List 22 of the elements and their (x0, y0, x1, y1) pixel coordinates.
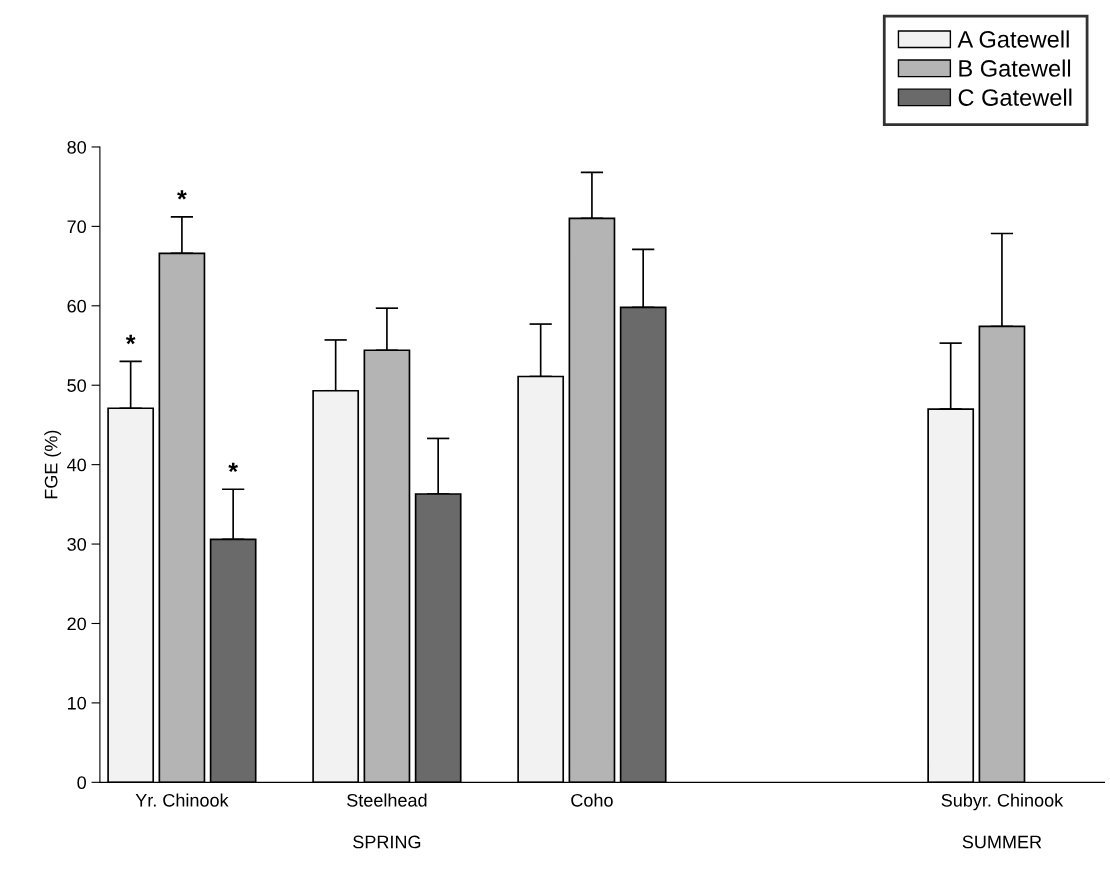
legend-label: B Gatewell (959, 59, 1071, 77)
data-label: * (177, 190, 187, 200)
text: SPRING (353, 835, 421, 849)
x-tick-label: Steelhead (347, 793, 427, 807)
y-tick-label: 0 (77, 776, 86, 790)
y-tick-label: 10 (68, 696, 86, 710)
legend-label: A Gatewell (957, 30, 1069, 48)
y-axis-title: FGE (%) (44, 430, 62, 499)
x-tick-label: Coho (571, 793, 613, 807)
text: SUMMER (962, 835, 1042, 849)
y-tick-label: 80 (67, 140, 86, 154)
y-tick-label: 60 (67, 299, 86, 313)
data-label: * (125, 334, 136, 345)
legend-label: C Gatewell (958, 88, 1072, 106)
y-tick-label: 30 (67, 537, 86, 551)
y-tick-label: 40 (67, 458, 86, 472)
y-tick-label: 70 (67, 220, 86, 234)
data-label: * (228, 462, 238, 473)
x-tick-label: Subyr. Chinook (941, 793, 1064, 811)
x-tick-label: Yr. Chinook (135, 793, 229, 807)
y-tick-label: 20 (67, 617, 86, 631)
y-tick-label: 50 (67, 379, 86, 392)
